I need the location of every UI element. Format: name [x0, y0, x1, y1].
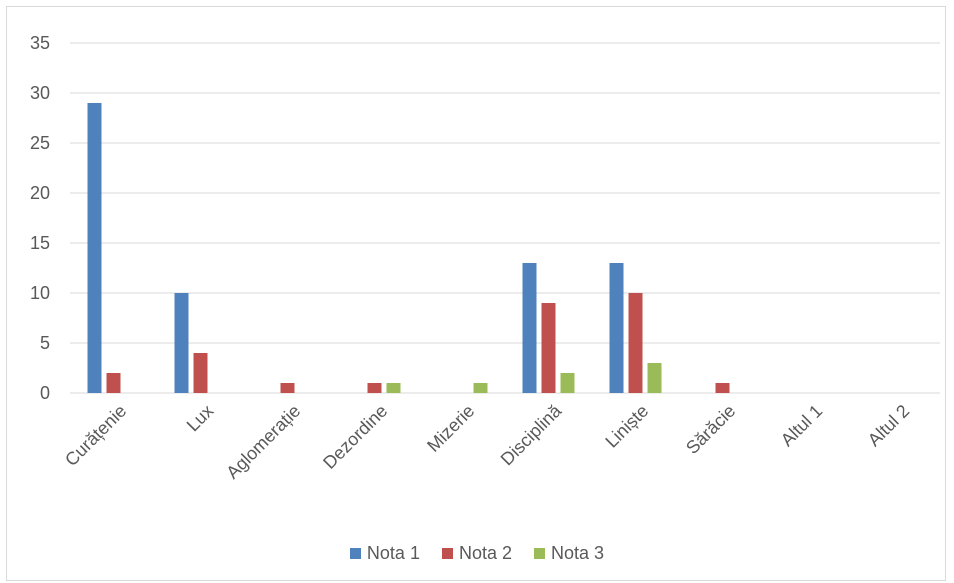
legend-item-nota-1: Nota 1 — [349, 542, 420, 564]
bar-nota-2 — [715, 383, 730, 393]
bar-nota-2 — [541, 303, 556, 393]
x-tick-label: Altul 1 — [777, 401, 827, 451]
bar-nota-2 — [193, 353, 208, 393]
y-tick-label: 35 — [30, 33, 50, 53]
legend: Nota 1 Nota 2 Nota 3 — [0, 540, 954, 566]
bar-nota-1 — [522, 263, 537, 393]
gridlines — [70, 42, 940, 394]
x-tick-label: Sărăcie — [682, 401, 739, 458]
bar-nota-3 — [647, 363, 662, 393]
legend-label: Nota 1 — [366, 542, 420, 563]
bar-nota-2 — [628, 293, 643, 393]
y-tick-label: 5 — [40, 333, 50, 353]
y-tick-label: 20 — [30, 183, 50, 203]
bar-nota-1 — [87, 103, 102, 393]
x-tick-label: Mizerie — [423, 401, 478, 456]
x-axis-tick-labels: Curățenie Lux Aglomerație Dezordine Mizerie D… — [61, 400, 913, 483]
y-tick-label: 15 — [30, 233, 50, 253]
bar-nota-3 — [473, 383, 488, 393]
bar-nota-1 — [609, 263, 624, 393]
legend-label: Nota 3 — [551, 542, 605, 563]
legend-label: Nota 2 — [458, 542, 513, 563]
bar-nota-3 — [386, 383, 401, 393]
y-axis-tick-labels: 0 5 10 15 20 25 30 35 — [30, 33, 50, 403]
bars — [87, 103, 730, 393]
x-tick-label: Liniște — [601, 401, 652, 452]
bar-nota-3 — [560, 373, 575, 393]
bar-nota-2 — [106, 373, 121, 393]
legend-swatch — [441, 547, 453, 559]
y-tick-label: 10 — [30, 283, 50, 303]
legend-item-nota-2: Nota 2 — [441, 542, 513, 564]
y-tick-label: 0 — [40, 383, 50, 403]
x-tick-label: Disciplină — [497, 400, 566, 469]
y-tick-label: 25 — [30, 133, 50, 153]
x-tick-label: Dezordine — [319, 401, 391, 473]
x-tick-label: Lux — [183, 401, 218, 436]
bar-nota-2 — [280, 383, 295, 393]
legend-item-nota-3: Nota 3 — [534, 543, 604, 564]
legend-swatch — [349, 547, 361, 559]
y-tick-label: 30 — [30, 83, 50, 103]
bar-nota-2 — [367, 383, 382, 393]
x-tick-label: Curățenie — [61, 401, 130, 470]
x-tick-label: Altul 2 — [864, 401, 914, 451]
x-tick-label: Aglomerație — [222, 401, 304, 483]
legend-swatch — [534, 547, 546, 559]
bar-nota-1 — [174, 293, 189, 393]
